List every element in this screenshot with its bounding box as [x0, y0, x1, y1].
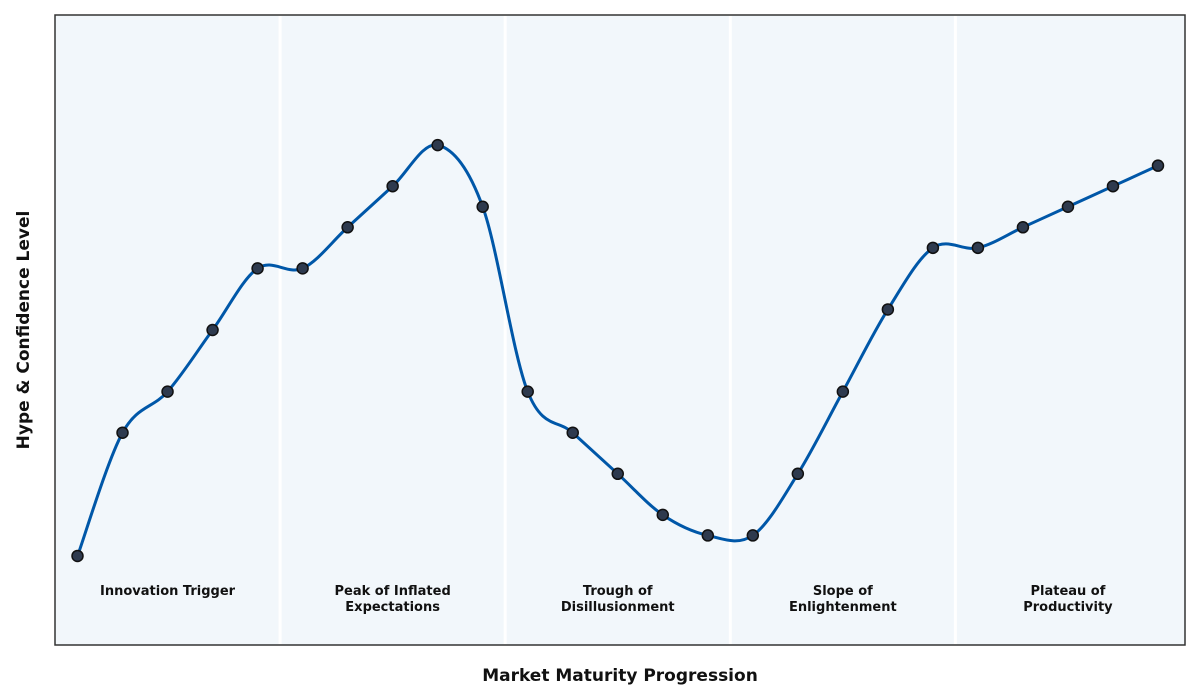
x-axis-label: Market Maturity Progression [482, 666, 758, 686]
phase-label: Slope of Enlightenment [789, 584, 897, 615]
data-point [1151, 159, 1165, 172]
data-point [566, 426, 579, 439]
hype-curve-line [76, 143, 1160, 558]
data-point [701, 529, 715, 542]
data-point [341, 221, 354, 234]
data-point [1061, 200, 1075, 213]
data-point [206, 323, 219, 337]
data-point [116, 426, 129, 439]
plot-background [55, 15, 1185, 645]
data-point [296, 262, 309, 275]
phase-label: Trough of Disillusionment [561, 584, 675, 615]
data-point [251, 262, 264, 275]
data-point [971, 241, 985, 255]
data-point [881, 303, 895, 316]
data-point [521, 385, 534, 398]
plot-frame [54, 14, 1186, 646]
phase-labels: Innovation Trigger Peak of Inflated Expect… [100, 584, 1113, 615]
data-point [791, 467, 805, 481]
data-point [161, 385, 174, 398]
data-point [926, 241, 940, 255]
data-point [431, 138, 444, 152]
data-point [476, 200, 489, 213]
data-point [1106, 179, 1120, 193]
phase-dividers [278, 16, 957, 644]
data-point [386, 179, 399, 193]
data-point [611, 467, 624, 481]
data-point [836, 385, 850, 398]
phase-label: Innovation Trigger [100, 584, 236, 599]
data-point [656, 508, 670, 522]
data-point [1016, 221, 1030, 234]
data-point [746, 529, 760, 542]
data-point [71, 549, 84, 563]
phase-label: Peak of Inflated Expectations [335, 584, 451, 615]
y-axis-label: Hype & Confidence Level [14, 211, 34, 450]
data-markers [71, 138, 1165, 563]
phase-label: Plateau of Productivity [1023, 584, 1113, 615]
